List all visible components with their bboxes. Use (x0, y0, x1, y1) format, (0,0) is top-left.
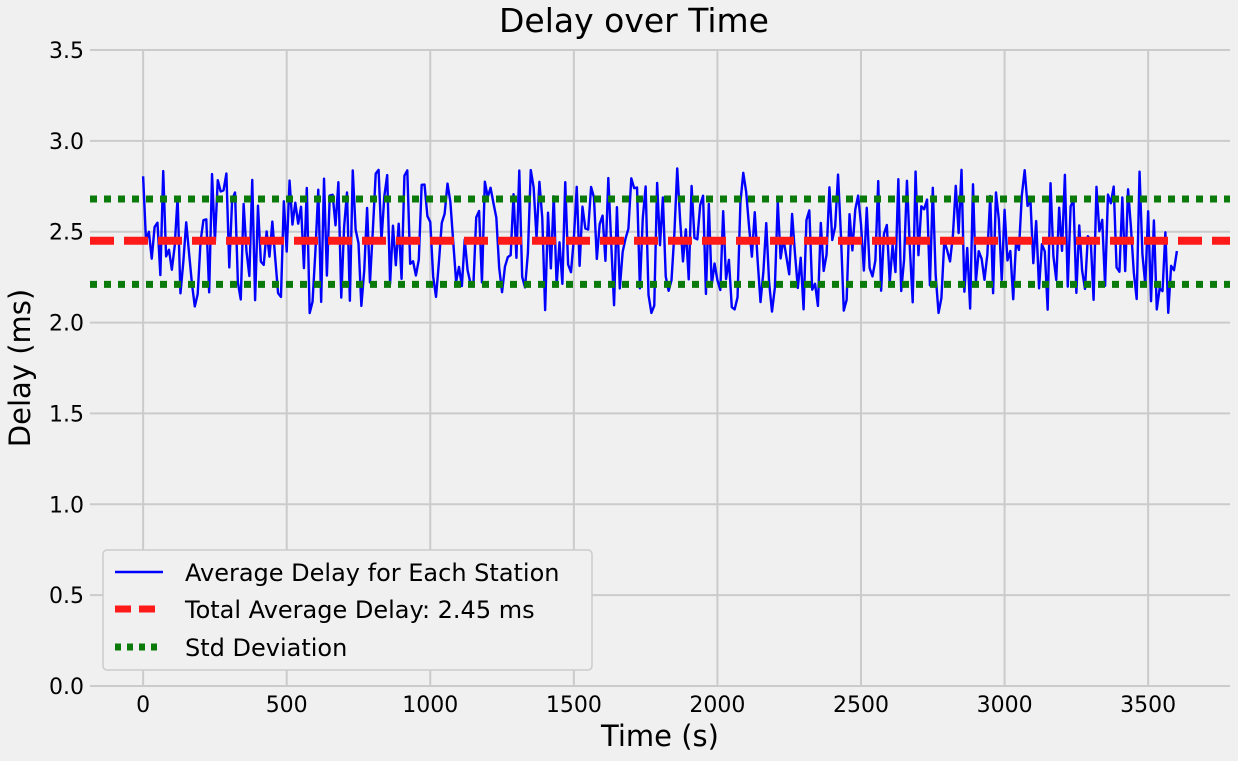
y-tick-label: 1.5 (49, 402, 84, 427)
legend-label-std-deviation: Std Deviation (185, 634, 347, 662)
y-tick-label: 1.0 (49, 493, 84, 518)
tick-labels: 0 500 1000 1500 2000 2500 3000 3500 0.0 0.5 1.0 1.5… (49, 39, 1176, 718)
x-tick-label: 1500 (546, 693, 602, 718)
legend-label-total-average: Total Average Delay: 2.45 ms (184, 596, 535, 624)
x-tick-label: 2500 (833, 693, 889, 718)
y-tick-label: 0.5 (49, 584, 84, 609)
y-axis-label: Delay (ms) (3, 289, 37, 447)
legend-label-average: Average Delay for Each Station (185, 559, 560, 587)
x-tick-label: 3500 (1120, 693, 1176, 718)
y-tick-label: 3.0 (49, 130, 84, 155)
series-layer (90, 167, 1230, 315)
legend-box (102, 549, 593, 671)
x-tick-label: 2000 (689, 693, 745, 718)
chart-title: Delay over Time (499, 1, 769, 40)
x-tick-label: 0 (136, 693, 150, 718)
y-tick-label: 0.0 (49, 675, 84, 700)
legend: Average Delay for Each Station Total Ave… (102, 549, 593, 671)
x-tick-label: 500 (266, 693, 308, 718)
x-axis-label: Time (s) (600, 719, 719, 753)
series-average-delay-line (141, 167, 1179, 315)
y-tick-label: 2.0 (49, 312, 84, 337)
y-tick-label: 3.5 (49, 39, 84, 64)
x-tick-label: 3000 (977, 693, 1033, 718)
y-tick-label: 2.5 (49, 221, 84, 246)
x-tick-label: 1000 (402, 693, 458, 718)
